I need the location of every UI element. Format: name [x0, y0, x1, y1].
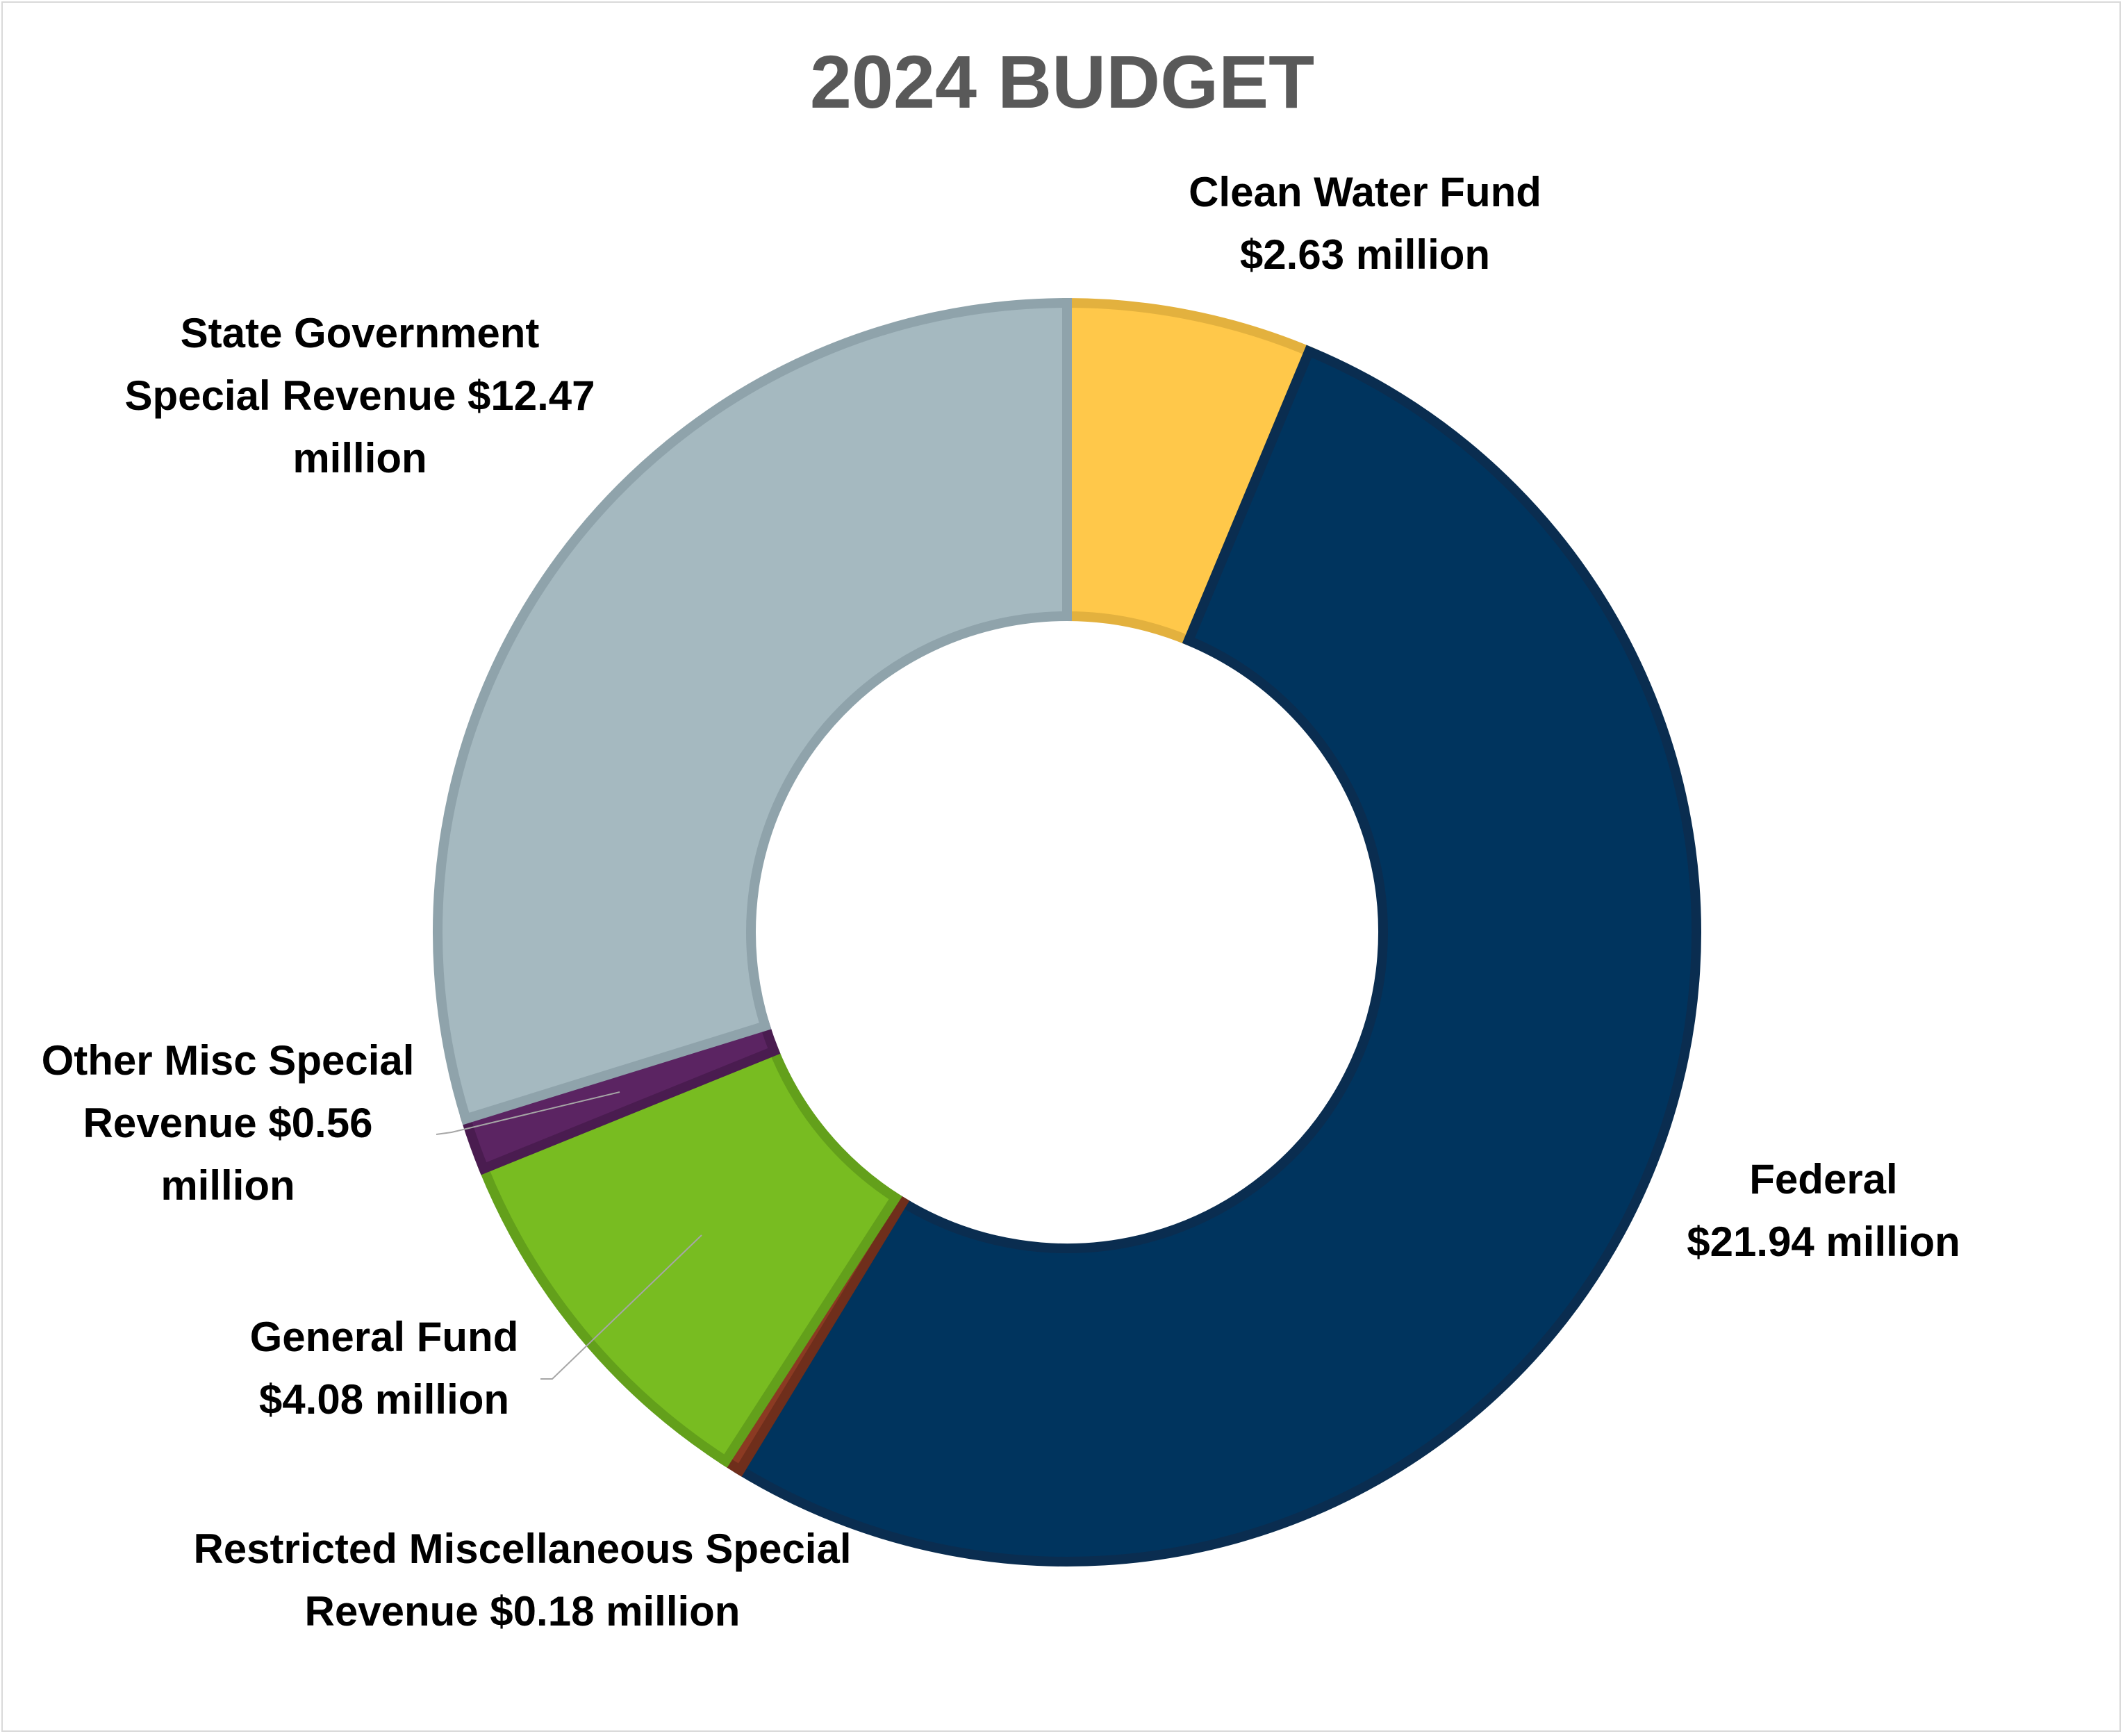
slice-general-fund — [477, 1044, 902, 1468]
data-label-line: Clean Water Fund — [1189, 169, 1541, 215]
data-label-line: $2.63 million — [1240, 231, 1490, 278]
slice-federal — [733, 345, 1701, 1566]
data-label-state-gov: State Government Special Revenue $12.47 mi… — [124, 310, 595, 481]
leader-line-general-fund — [540, 1234, 702, 1380]
data-label-line: Other Misc Special — [42, 1037, 415, 1084]
data-label-line: Revenue $0.56 — [83, 1100, 373, 1146]
data-label-clean-water: Clean Water Fund $2.63 million — [1189, 169, 1541, 278]
leader-lines — [436, 1091, 702, 1380]
data-label-restricted-misc: Restricted Miscellaneous Special Revenue … — [193, 1526, 851, 1635]
data-label-line: State Government — [181, 310, 540, 356]
data-label-line: million — [292, 435, 427, 481]
data-label-line: $4.08 million — [259, 1376, 509, 1423]
data-label-line: General Fund — [250, 1314, 519, 1360]
data-label-line: Federal — [1749, 1156, 1897, 1202]
data-labels: Clean Water Fund $2.63 million Federal $21.… — [42, 169, 1960, 1635]
slice-state-gov — [433, 297, 1072, 1125]
data-label-line: $21.94 million — [1687, 1218, 1960, 1265]
chart-title: 2024 BUDGET — [810, 40, 1314, 124]
data-label-line: million — [160, 1162, 295, 1209]
data-label-line: Special Revenue $12.47 — [124, 372, 595, 419]
data-label-line: Revenue $0.18 million — [305, 1588, 741, 1635]
data-label-other-misc: Other Misc Special Revenue $0.56 million — [42, 1037, 415, 1209]
data-label-general-fund: General Fund $4.08 million — [250, 1314, 519, 1423]
data-label-line: Restricted Miscellaneous Special — [193, 1526, 851, 1572]
data-label-federal: Federal $21.94 million — [1687, 1156, 1960, 1265]
donut-slices — [433, 297, 1701, 1566]
leader-line-other-misc — [436, 1091, 620, 1135]
